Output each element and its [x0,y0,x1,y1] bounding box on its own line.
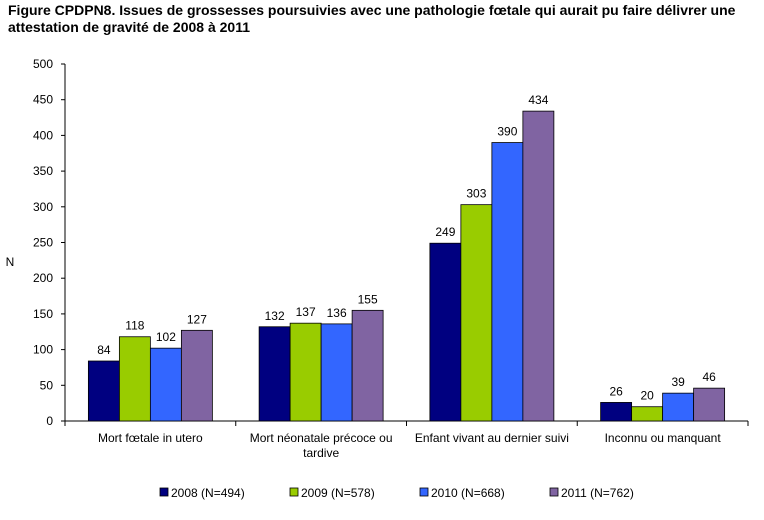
bar [351,309,384,422]
bar [87,360,120,422]
legend-label: 2008 (N=494) [171,486,245,500]
legend-label: 2011 (N=762) [561,486,634,500]
data-labels: 84 132 249 26 118 137 303 20 102 136 390 39 127 155 43… [97,93,716,403]
y-tick-label: 50 [40,378,54,392]
bar-value-label: 84 [97,343,111,357]
legend-swatch [159,487,169,497]
y-tick-label: 100 [33,343,53,357]
bar-value-label: 118 [125,319,144,333]
bar [600,402,633,422]
x-category-label: Mort néonatale précoce ou [250,431,393,445]
bar [429,242,462,422]
bar [491,142,524,422]
bar-value-label: 434 [528,93,548,107]
bar-value-label: 20 [640,389,654,403]
legend-swatch [289,487,299,497]
bar [460,204,493,422]
x-category-label: tardive [303,446,339,460]
bar [118,336,151,422]
bar-value-label: 46 [702,370,716,384]
bar-value-label: 249 [435,225,455,239]
y-tick-label: 450 [33,93,53,107]
bar-value-label: 132 [265,309,285,323]
y-tick-label: 0 [46,414,53,428]
legend-label: 2010 (N=668) [431,486,505,500]
y-tick-label: 200 [33,271,53,285]
bar [522,110,555,422]
bar-value-label: 39 [671,375,685,389]
y-tick-label: 300 [33,200,53,214]
legend: 2008 (N=494) 2009 (N=578) 2010 (N=668) 2011… [159,486,634,500]
bar-value-label: 127 [187,312,207,326]
y-tick-label: 500 [33,57,53,71]
bar-value-label: 137 [296,305,316,319]
y-tick-label: 350 [33,164,53,178]
legend-label: 2009 (N=578) [301,486,375,500]
bar [180,329,213,422]
y-axis-title: N [6,255,15,269]
bar [149,347,182,422]
bar [631,406,664,422]
bar-value-label: 102 [156,330,176,344]
legend-swatch [419,487,429,497]
y-tick-label: 150 [33,307,53,321]
bar-value-label: 390 [497,125,517,139]
bars [87,110,726,422]
bar [320,323,353,422]
bar-value-label: 155 [358,292,378,306]
chart-title: Figure CPDPN8. Issues de grossesses pour… [8,2,736,35]
bar-value-label: 136 [327,306,347,320]
legend-swatch [549,487,559,497]
y-tick-label: 250 [33,236,53,250]
x-category-label: Enfant vivant au dernier suivi [415,431,569,445]
x-category-label: Inconnu ou manquant [605,431,722,445]
bar-value-label: 26 [609,384,623,398]
bar [693,387,726,422]
bar [289,322,322,422]
y-tick-label: 400 [33,128,53,142]
x-category-label: Mort fœtale in utero [98,431,203,445]
bar-value-label: 303 [466,187,486,201]
bar [662,392,695,422]
bar [258,326,291,422]
